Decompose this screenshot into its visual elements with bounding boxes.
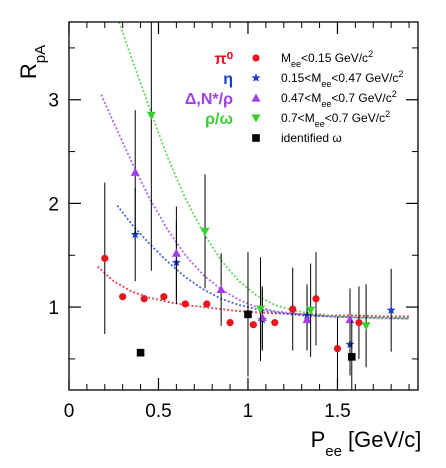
data-point: [200, 227, 210, 236]
data-point: [226, 319, 234, 327]
legend-series-name: Δ,N*/ρ: [185, 91, 233, 108]
legend-series-name: π⁰: [214, 51, 233, 68]
y-axis-title: RpA: [16, 45, 49, 79]
data-point: [136, 348, 145, 357]
legend-label: Mee<0.15 GeV/c2: [281, 49, 373, 69]
data-point: [160, 293, 168, 301]
data-points: [101, 22, 396, 390]
x-tick-label: 0.5: [145, 401, 171, 422]
x-tick-label: 1: [243, 401, 254, 422]
fit-curve: [96, 265, 410, 318]
data-point: [130, 167, 140, 176]
fit-curve: [100, 94, 410, 320]
legend-marker: [251, 93, 261, 102]
legend-series-name: η: [223, 71, 233, 88]
data-point: [306, 306, 316, 315]
legend-marker: [252, 134, 260, 142]
legend-marker: [252, 54, 260, 62]
axis-ticks: 0 0.5 1 1.5 1 2 3: [48, 22, 418, 422]
data-point: [355, 319, 363, 327]
fit-curve: [116, 204, 410, 320]
data-point: [101, 254, 109, 262]
data-point: [386, 305, 396, 315]
data-point: [302, 315, 312, 324]
legend-label: 0.15<Mee<0.47 GeV/c2: [281, 69, 403, 89]
plot-frame: [68, 21, 419, 391]
data-point: [216, 284, 226, 294]
legend-label: 0.7<Mee<0.7 GeV/c2: [281, 109, 390, 129]
data-point: [146, 111, 156, 120]
data-point: [361, 322, 371, 331]
fit-curve: [118, 21, 410, 320]
data-point: [171, 248, 181, 257]
y-tick-label: 1: [48, 298, 59, 319]
legend: π⁰ Mee<0.15 GeV/c2 η 0.15<Mee<0.47 GeV/c2 Δ,…: [185, 49, 404, 145]
data-point: [257, 312, 267, 322]
legend-marker: [251, 73, 261, 82]
legend-series-name: ρ/ω: [205, 111, 233, 128]
legend-marker: [251, 114, 261, 123]
y-tick-label: 2: [48, 194, 59, 215]
data-point: [271, 319, 279, 327]
data-point: [249, 321, 257, 329]
data-point: [140, 295, 148, 303]
legend-label: identified ω: [281, 131, 342, 145]
data-point: [119, 293, 127, 301]
data-point: [312, 295, 320, 303]
data-point: [289, 305, 297, 313]
data-point: [256, 305, 266, 314]
data-point: [244, 310, 252, 319]
data-point: [181, 300, 189, 308]
fit-curves: [96, 21, 410, 320]
data-point: [347, 353, 356, 361]
x-tick-label: 1.5: [324, 401, 350, 422]
legend-label: 0.47<Mee<0.7 GeV/c2: [281, 89, 397, 109]
data-point: [333, 344, 342, 353]
data-point: [203, 300, 211, 308]
x-tick-label: 0: [64, 401, 75, 422]
y-tick-label: 3: [48, 91, 59, 112]
x-axis-title: Pee [GeV/c]: [311, 427, 422, 460]
